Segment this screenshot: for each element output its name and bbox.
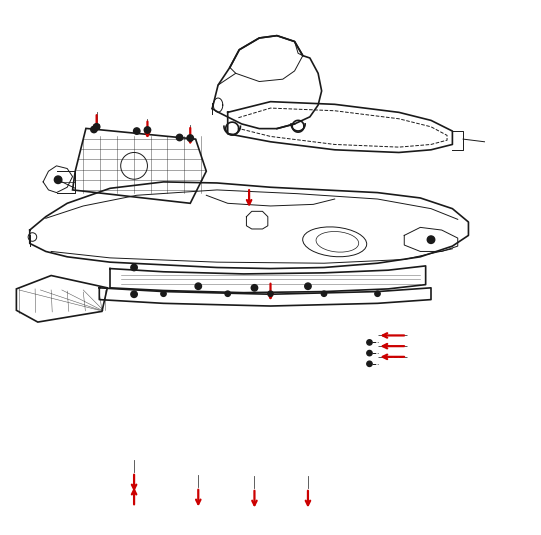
Circle shape [161, 291, 166, 296]
Circle shape [134, 128, 140, 134]
Circle shape [94, 124, 100, 130]
Circle shape [367, 350, 372, 356]
Circle shape [144, 127, 150, 133]
Circle shape [195, 283, 201, 289]
Circle shape [367, 361, 372, 366]
Circle shape [187, 135, 194, 141]
Circle shape [54, 176, 62, 184]
Circle shape [131, 264, 137, 271]
Circle shape [321, 291, 327, 296]
Circle shape [91, 126, 97, 133]
Circle shape [131, 291, 137, 297]
Circle shape [375, 291, 380, 296]
Circle shape [305, 283, 311, 289]
Circle shape [251, 285, 258, 291]
Circle shape [427, 236, 435, 243]
Circle shape [225, 291, 230, 296]
Circle shape [367, 340, 372, 345]
Circle shape [268, 291, 273, 296]
Circle shape [176, 134, 183, 141]
